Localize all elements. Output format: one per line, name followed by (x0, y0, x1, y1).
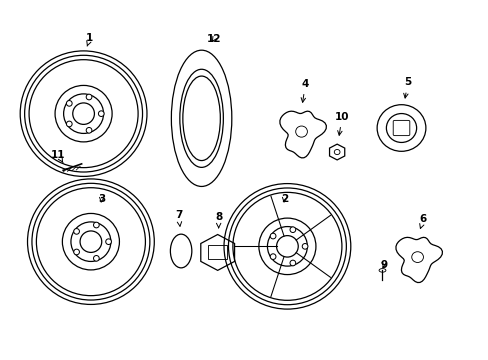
Ellipse shape (183, 76, 220, 161)
Ellipse shape (211, 247, 224, 258)
Text: 8: 8 (215, 212, 222, 228)
Ellipse shape (302, 243, 307, 249)
Text: 7: 7 (175, 210, 182, 226)
Ellipse shape (170, 234, 191, 268)
Text: 10: 10 (334, 112, 348, 135)
Text: 12: 12 (206, 34, 221, 44)
Text: 6: 6 (419, 215, 426, 229)
Ellipse shape (93, 256, 99, 261)
Ellipse shape (80, 231, 102, 252)
Text: 5: 5 (403, 77, 410, 98)
Ellipse shape (376, 105, 425, 151)
Text: 9: 9 (380, 260, 386, 270)
Bar (207, 245, 227, 259)
Ellipse shape (378, 269, 385, 272)
Ellipse shape (386, 113, 416, 143)
Ellipse shape (74, 249, 79, 255)
Polygon shape (279, 111, 325, 158)
Ellipse shape (171, 50, 231, 186)
Text: 4: 4 (301, 79, 308, 102)
Text: 1: 1 (86, 33, 93, 46)
Polygon shape (201, 234, 234, 270)
Ellipse shape (73, 103, 94, 125)
Ellipse shape (86, 94, 92, 100)
Text: 3: 3 (98, 194, 105, 204)
Ellipse shape (105, 239, 111, 244)
Ellipse shape (276, 235, 298, 257)
Ellipse shape (289, 260, 295, 266)
Ellipse shape (98, 111, 104, 117)
Ellipse shape (66, 121, 72, 127)
Ellipse shape (180, 69, 223, 167)
Ellipse shape (74, 229, 79, 234)
Ellipse shape (86, 127, 92, 133)
Ellipse shape (411, 252, 423, 262)
Ellipse shape (66, 100, 72, 106)
Text: 2: 2 (280, 194, 287, 204)
Text: 11: 11 (51, 150, 65, 163)
Ellipse shape (334, 149, 339, 154)
Polygon shape (395, 237, 442, 283)
Ellipse shape (93, 222, 99, 228)
Ellipse shape (295, 126, 307, 137)
FancyBboxPatch shape (392, 120, 409, 136)
Ellipse shape (270, 254, 275, 260)
Polygon shape (329, 144, 344, 160)
Ellipse shape (289, 227, 295, 233)
Ellipse shape (270, 233, 275, 239)
